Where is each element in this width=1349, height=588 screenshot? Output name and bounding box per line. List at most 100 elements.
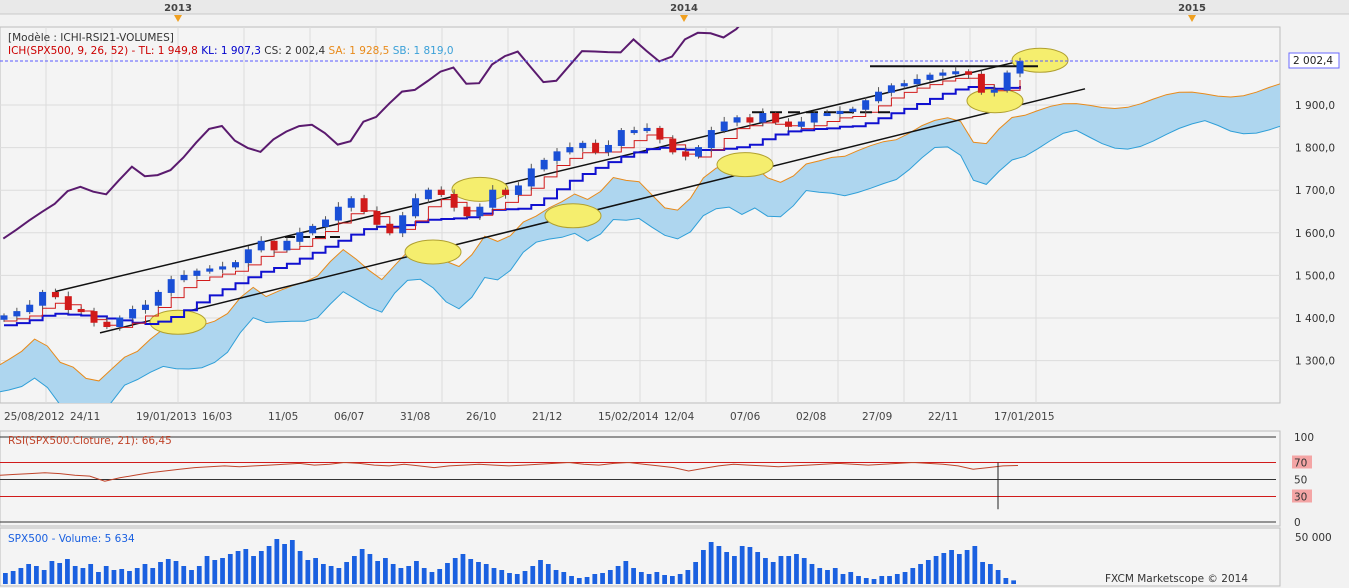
volume-bar — [677, 574, 683, 584]
volume-bar — [41, 570, 47, 584]
volume-bar — [894, 574, 900, 584]
date-tick: 11/05 — [268, 411, 298, 423]
candle — [231, 260, 239, 270]
volume-bar — [561, 572, 567, 584]
legend-item-2: KL: 1 907,3 — [198, 45, 261, 57]
volume-bar — [80, 568, 86, 584]
date-tick: 07/06 — [730, 411, 761, 423]
volume-bar — [10, 571, 16, 584]
candle — [617, 128, 625, 149]
candle — [90, 307, 98, 327]
candle — [900, 79, 908, 89]
volume-bar — [1011, 580, 1016, 584]
candle — [116, 315, 124, 331]
volume-bar — [483, 564, 489, 584]
rsi-level-badge — [1292, 455, 1312, 469]
cloud-area — [0, 83, 1280, 403]
candle — [965, 69, 973, 79]
volume-bar — [3, 573, 8, 584]
volume-bar — [251, 556, 256, 584]
volume-bar — [468, 559, 474, 584]
volume-bar — [491, 568, 497, 584]
rsi-path — [0, 461, 1019, 482]
candle — [322, 216, 330, 231]
candle — [733, 115, 741, 127]
volume-bar — [763, 558, 768, 584]
volume-bar — [367, 554, 373, 584]
volume-bars — [3, 539, 1016, 584]
legend-item-0: ICH(SPX500, 9, 26, 52) - — [8, 45, 136, 57]
candle — [154, 289, 162, 308]
candle — [977, 70, 985, 95]
candle — [26, 300, 34, 315]
tenkan-path — [4, 77, 1021, 328]
volume-bar — [685, 570, 691, 584]
year-marker-2013[interactable] — [174, 15, 182, 22]
volume-bar — [507, 573, 512, 584]
rsi-level-label: 0 — [1294, 517, 1301, 529]
volume-bar — [600, 573, 605, 584]
volume-bar — [289, 540, 295, 584]
volume-bar — [274, 539, 280, 584]
senkou-a-path — [0, 83, 1280, 382]
volume-bar — [956, 554, 962, 584]
price-tick: 1 700,0 — [1295, 185, 1335, 197]
date-tick: 27/09 — [862, 411, 892, 423]
timeline-years: 2013 2014 2015 — [164, 3, 1206, 22]
volume-bar — [189, 570, 194, 584]
volume-bar — [879, 576, 885, 584]
candlesticks — [0, 57, 1024, 331]
volume-bar — [747, 547, 753, 584]
timeline-year-2015: 2015 — [1178, 3, 1206, 14]
chikou-path — [2, 27, 740, 240]
volume-bar — [693, 562, 699, 584]
volume-bar — [142, 564, 148, 584]
candle — [862, 96, 870, 114]
candle — [13, 307, 21, 321]
volume-bar — [352, 556, 357, 584]
rsi-panel[interactable]: RSI(SPX500.Cloture, 21): 66,45 — [0, 430, 1281, 527]
price-panel[interactable]: [Modèle : ICHI-RSI21-VOLUMES] ICH(SPX500… — [0, 0, 1346, 419]
candle — [412, 193, 420, 219]
volume-level-label: 50 000 — [1295, 532, 1332, 544]
volume-bar — [375, 561, 381, 584]
kijun-path — [4, 86, 1021, 327]
volume-bar — [669, 576, 675, 584]
volume-bar — [96, 572, 101, 584]
candle — [579, 140, 587, 152]
volume-bar — [817, 568, 823, 584]
candle — [630, 126, 638, 135]
senkou-b-path — [0, 120, 1280, 403]
price-tick: 1 800,0 — [1295, 143, 1335, 155]
date-tick: 24/11 — [70, 411, 100, 423]
volume-bar — [49, 561, 55, 584]
volume-bar — [832, 568, 838, 584]
year-marker-2015[interactable] — [1188, 15, 1196, 22]
volume-bar — [34, 566, 39, 584]
candle — [270, 238, 278, 255]
volume-panel[interactable]: SPX500 - Volume: 5 634 — [0, 527, 1281, 587]
candle — [360, 194, 368, 215]
candle — [759, 108, 767, 127]
candle — [399, 211, 407, 238]
volume-bar — [336, 568, 342, 584]
volume-bar — [522, 571, 528, 584]
candle — [540, 157, 548, 172]
candle — [553, 148, 561, 165]
volume-bar — [18, 568, 24, 584]
candle — [51, 288, 59, 300]
volume-bar — [437, 569, 443, 584]
volume-bar — [755, 552, 761, 584]
volume-bar — [243, 549, 249, 584]
volume-bar — [134, 568, 140, 584]
candle — [129, 305, 137, 321]
candle — [836, 106, 844, 118]
candle — [309, 223, 317, 236]
volume-bar — [646, 574, 652, 584]
year-marker-2014[interactable] — [680, 15, 688, 22]
volume-bar — [390, 564, 396, 584]
volume-bar — [576, 578, 582, 584]
candle — [913, 74, 921, 88]
candle — [0, 313, 8, 322]
